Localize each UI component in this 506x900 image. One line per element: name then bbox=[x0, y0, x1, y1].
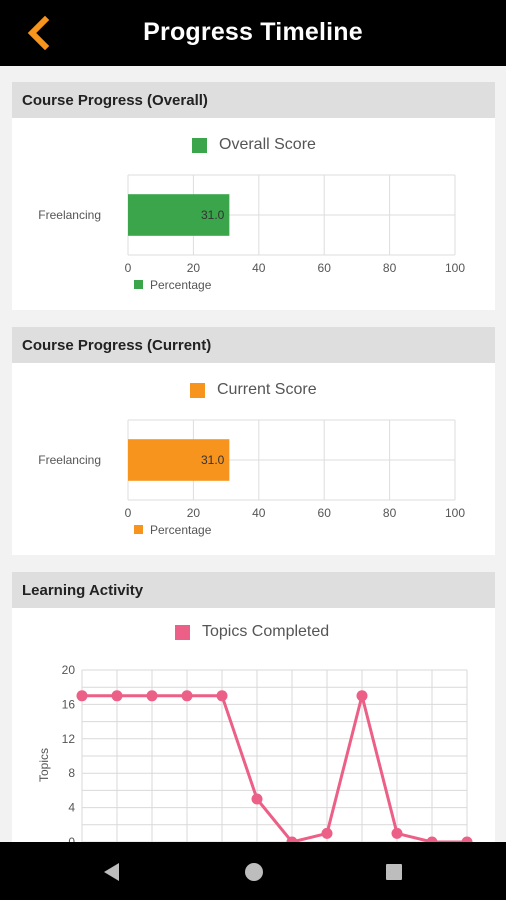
x-tick-label: 40 bbox=[252, 506, 266, 520]
data-point bbox=[76, 690, 88, 702]
legend-swatch bbox=[134, 280, 143, 289]
y-axis-label: Topics bbox=[37, 748, 51, 782]
nav-home-button[interactable] bbox=[240, 858, 268, 886]
circle-home-icon bbox=[245, 863, 263, 881]
x-tick-label: 60 bbox=[318, 261, 332, 275]
x-tick-label: 80 bbox=[383, 261, 397, 275]
data-point bbox=[356, 690, 368, 702]
bar-value-label: 31.0 bbox=[201, 208, 225, 222]
current-score-chart: 0 20 40 60 80 100 31.0 Freelancing Percentage bbox=[38, 419, 465, 537]
data-point bbox=[426, 836, 438, 842]
y-tick-label: 0 bbox=[68, 835, 75, 842]
card-title: Course Progress (Current) bbox=[12, 327, 495, 363]
chevron-left-icon bbox=[27, 16, 50, 50]
data-point bbox=[216, 690, 228, 702]
topics-completed-chart: 0 4 8 12 16 20 Topics bbox=[37, 663, 473, 842]
x-tick-label: 60 bbox=[318, 506, 332, 520]
nav-recents-button[interactable] bbox=[380, 858, 408, 886]
current-progress-card: Course Progress (Current) Current Score … bbox=[12, 327, 495, 555]
data-point bbox=[286, 836, 298, 842]
data-point bbox=[111, 690, 123, 702]
category-label: Freelancing bbox=[38, 453, 101, 467]
y-tick-label: 12 bbox=[62, 732, 76, 746]
back-button[interactable] bbox=[20, 14, 56, 52]
legend-swatch bbox=[134, 525, 143, 534]
card-title: Learning Activity bbox=[12, 572, 495, 608]
bar-value-label: 31.0 bbox=[201, 453, 225, 467]
x-tick-label: 100 bbox=[445, 506, 465, 520]
learning-activity-card: Learning Activity Topics Completed 0 4 8 12… bbox=[12, 572, 495, 842]
legend-swatch bbox=[192, 137, 207, 153]
nav-back-button[interactable] bbox=[98, 858, 126, 886]
y-tick-label: 16 bbox=[62, 697, 76, 711]
app-bar: Progress Timeline bbox=[0, 0, 506, 66]
data-point bbox=[391, 827, 403, 839]
x-tick-label: 80 bbox=[383, 506, 397, 520]
legend-label: Topics Completed bbox=[202, 623, 330, 640]
legend-swatch bbox=[190, 382, 205, 398]
data-point bbox=[461, 836, 473, 842]
chart-legend: Current Score bbox=[190, 381, 317, 399]
data-point bbox=[321, 827, 333, 839]
series-line bbox=[82, 694, 467, 842]
square-recents-icon bbox=[386, 864, 402, 880]
y-tick-label: 8 bbox=[68, 766, 75, 780]
x-tick-label: 40 bbox=[252, 261, 266, 275]
overall-progress-card: Course Progress (Overall) Overall Score … bbox=[12, 82, 495, 310]
data-point bbox=[181, 690, 193, 702]
triangle-back-icon bbox=[104, 863, 119, 881]
x-tick-label: 20 bbox=[187, 261, 201, 275]
chart-legend: Topics Completed bbox=[175, 623, 329, 641]
x-tick-label: 0 bbox=[125, 261, 132, 275]
category-label: Freelancing bbox=[38, 208, 101, 222]
system-nav-bar bbox=[0, 842, 506, 900]
legend-label: Percentage bbox=[150, 278, 212, 292]
x-tick-label: 20 bbox=[187, 506, 201, 520]
legend-label: Overall Score bbox=[219, 136, 316, 153]
legend-label: Current Score bbox=[217, 381, 317, 398]
bar bbox=[128, 194, 230, 236]
legend-label: Percentage bbox=[150, 523, 212, 537]
bar bbox=[128, 439, 230, 481]
y-tick-label: 4 bbox=[68, 801, 75, 815]
overall-score-chart: 0 20 40 60 80 100 31.0 Freelancing Percentage bbox=[38, 174, 465, 292]
x-tick-label: 100 bbox=[445, 261, 465, 275]
x-tick-label: 0 bbox=[125, 506, 132, 520]
data-point bbox=[251, 793, 263, 805]
chart-legend: Overall Score bbox=[192, 136, 316, 154]
legend-swatch bbox=[175, 624, 190, 640]
y-tick-label: 20 bbox=[62, 663, 76, 677]
page-title: Progress Timeline bbox=[143, 18, 363, 46]
card-title: Course Progress (Overall) bbox=[12, 82, 495, 118]
data-point bbox=[146, 690, 158, 702]
